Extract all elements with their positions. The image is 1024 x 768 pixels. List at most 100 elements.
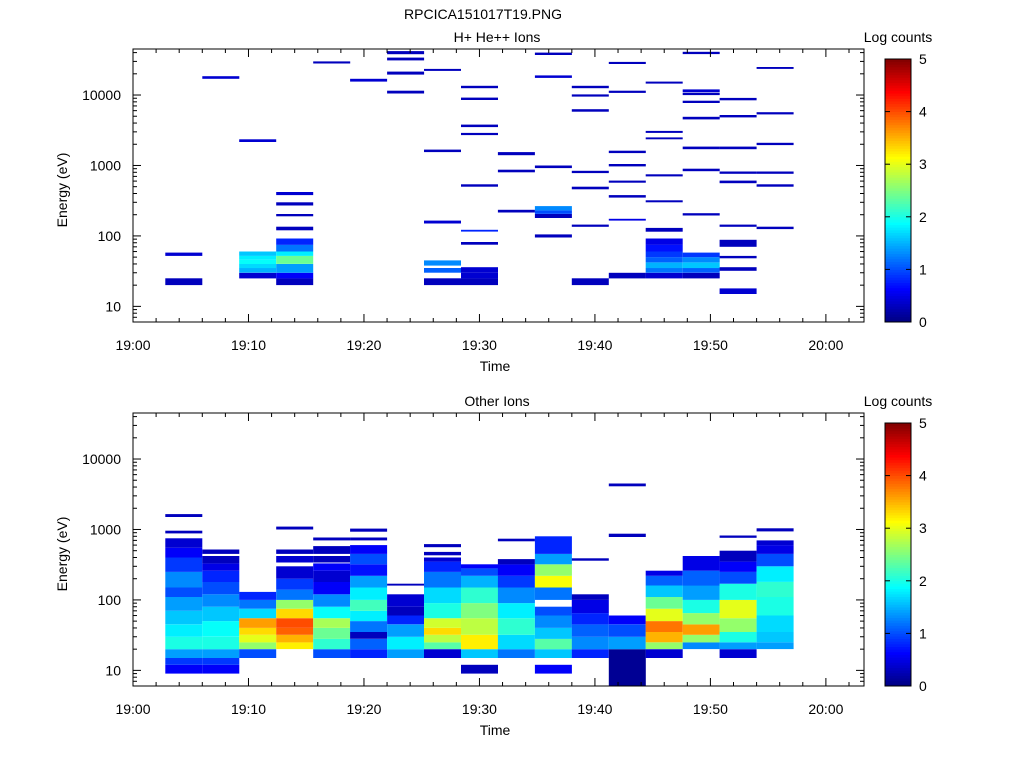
heatmap-cell: [276, 192, 314, 196]
heatmap-cell: [534, 638, 572, 650]
heatmap-cell: [461, 664, 498, 674]
colorbar-swatch: [885, 664, 911, 668]
colorbar-swatch: [885, 274, 911, 278]
heatmap-cell: [350, 528, 388, 532]
colorbar-swatch: [885, 106, 911, 110]
heatmap-cell: [719, 288, 757, 294]
colorbar-swatch: [885, 311, 911, 315]
heatmap-cell: [424, 628, 461, 635]
colorbar: 0 1 2 3 4 5 Log counts: [864, 29, 933, 330]
x-tick-label: 19:30: [462, 337, 497, 353]
heatmap-cell: [497, 559, 535, 565]
heatmap-cell: [239, 618, 277, 628]
colorbar-swatch: [885, 504, 911, 508]
heatmap-cell: [682, 556, 720, 571]
colorbar-swatch: [885, 90, 911, 94]
colorbar-swatch: [885, 151, 911, 155]
heatmap-cell: [350, 78, 388, 82]
colorbar-swatch: [885, 266, 911, 270]
colorbar-swatch: [885, 659, 911, 663]
heatmap-cell: [165, 530, 203, 534]
colorbar-swatch: [885, 454, 911, 458]
heatmap-cell: [202, 581, 240, 595]
colorbar-swatch: [885, 187, 911, 191]
colorbar-swatch: [885, 169, 911, 173]
colorbar-swatch: [885, 530, 911, 534]
heatmap-cell: [608, 624, 646, 637]
heatmap-cell: [424, 220, 461, 224]
heatmap-cell: [645, 262, 683, 269]
colorbar-swatch: [885, 285, 911, 289]
colorbar-swatch: [885, 433, 911, 437]
heatmap-cell: [719, 642, 757, 650]
x-tick-label: 19:50: [693, 337, 728, 353]
colorbar-swatch: [885, 108, 911, 112]
heatmap-cell: [608, 218, 646, 221]
heatmap-cell: [682, 257, 720, 263]
heatmap-cell: [682, 262, 720, 269]
heatmap-cell: [719, 583, 757, 600]
colorbar-swatch: [885, 300, 911, 304]
colorbar-swatch: [885, 601, 911, 605]
colorbar-tick-label: 1: [919, 261, 927, 277]
heatmap-cell: [350, 621, 388, 632]
colorbar-label: Log counts: [864, 29, 933, 45]
colorbar-swatch: [885, 538, 911, 542]
heatmap-cell: [239, 599, 277, 609]
colorbar-swatch: [885, 678, 911, 682]
colorbar-swatch: [885, 130, 911, 134]
colorbar-swatch: [885, 559, 911, 563]
heatmap-cell: [608, 90, 646, 93]
colorbar-swatch: [885, 77, 911, 81]
heatmap-cell: [461, 132, 498, 136]
heatmap-cell: [682, 585, 720, 600]
heatmap-cell: [387, 606, 425, 616]
colorbar-swatch: [885, 507, 911, 511]
heatmap-cell: [276, 255, 314, 264]
colorbar-swatch: [885, 501, 911, 505]
colorbar-swatch: [885, 143, 911, 147]
heatmap-cell: [645, 649, 683, 658]
heatmap-cell: [461, 603, 498, 619]
colorbar-swatch: [885, 127, 911, 131]
colorbar-swatch: [885, 483, 911, 487]
heatmap-cell: [461, 267, 498, 273]
heatmap-cell: [276, 589, 314, 600]
colorbar-swatch: [885, 295, 911, 299]
colorbar-swatch: [885, 101, 911, 105]
heatmap-cell: [682, 213, 720, 216]
x-tick-label: 20:00: [808, 701, 843, 717]
heatmap-cell: [571, 186, 609, 190]
heatmap-cell: [682, 146, 720, 150]
heatmap-cell: [571, 594, 609, 600]
heatmap-cell: [682, 89, 720, 93]
heatmap-cell: [756, 581, 794, 597]
heatmap-cell: [608, 615, 646, 625]
heatmap-cell: [387, 51, 425, 55]
colorbar-swatch: [885, 638, 911, 642]
y-tick-label: 1000: [90, 521, 121, 537]
colorbar-swatch: [885, 533, 911, 537]
colorbar-swatch: [885, 549, 911, 553]
colorbar-swatch: [885, 245, 911, 249]
colorbar-tick-label: 4: [919, 104, 927, 120]
heatmap-cell: [756, 632, 794, 643]
heatmap-cell: [165, 624, 203, 637]
colorbar-swatch: [885, 306, 911, 310]
colorbar-swatch: [885, 583, 911, 587]
heatmap-cell: [239, 272, 277, 279]
colorbar-swatch: [885, 195, 911, 199]
colorbar-swatch: [885, 425, 911, 429]
heatmap-cell: [239, 634, 277, 643]
colorbar-swatch: [885, 182, 911, 186]
heatmap-cell: [682, 92, 720, 96]
colorbar-swatch: [885, 174, 911, 178]
heatmap-cell: [497, 564, 535, 576]
colorbar-swatch: [885, 462, 911, 466]
heatmap-cell: [682, 613, 720, 625]
heatmap-cell: [534, 75, 572, 78]
colorbar-swatch: [885, 643, 911, 647]
heatmap-cell: [571, 636, 609, 650]
plot-frame: [132, 412, 865, 687]
